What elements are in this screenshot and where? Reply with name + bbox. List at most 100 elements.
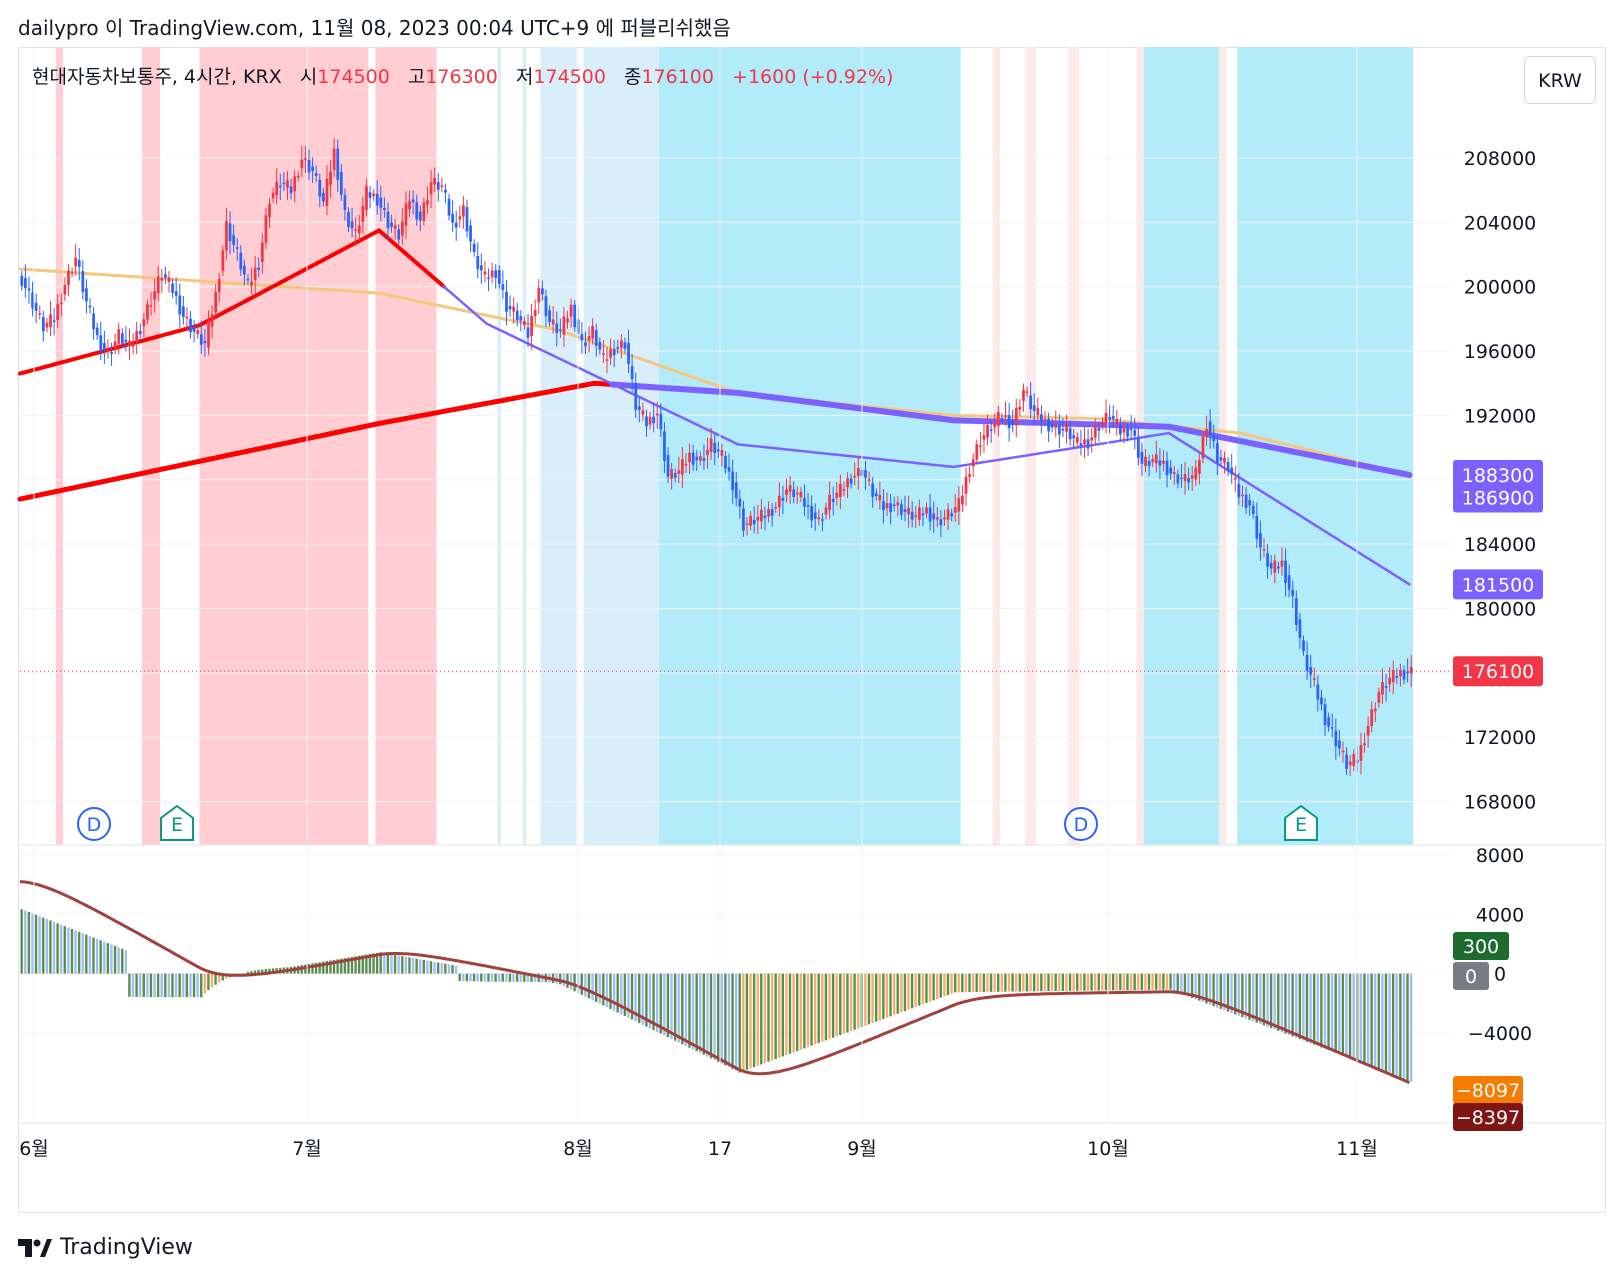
candle-body[interactable] xyxy=(874,493,878,497)
candle-body[interactable] xyxy=(907,507,910,515)
candle-body[interactable] xyxy=(706,449,709,456)
candle-body[interactable] xyxy=(483,271,487,275)
candle-body[interactable] xyxy=(462,205,465,217)
candle-body[interactable] xyxy=(1255,516,1259,539)
candle-body[interactable] xyxy=(178,295,182,315)
candle-body[interactable] xyxy=(336,148,340,180)
candle-body[interactable] xyxy=(135,331,139,343)
candle-body[interactable] xyxy=(1341,750,1345,753)
candle-body[interactable] xyxy=(1101,421,1104,426)
candle-body[interactable] xyxy=(422,202,426,221)
candle-body[interactable] xyxy=(634,383,638,411)
candle-body[interactable] xyxy=(953,507,957,513)
candle-body[interactable] xyxy=(795,492,799,495)
candle-body[interactable] xyxy=(616,347,620,349)
candle-body[interactable] xyxy=(1345,754,1348,769)
candle-body[interactable] xyxy=(1075,437,1079,443)
candle-body[interactable] xyxy=(311,166,314,171)
candle-body[interactable] xyxy=(1050,423,1054,428)
candle-body[interactable] xyxy=(92,313,95,330)
candle-body[interactable] xyxy=(1172,472,1176,475)
candle-body[interactable] xyxy=(971,459,975,467)
candle-body[interactable] xyxy=(810,505,814,521)
candle-body[interactable] xyxy=(1402,669,1406,680)
candle-body[interactable] xyxy=(882,501,885,511)
candle-body[interactable] xyxy=(1248,500,1252,506)
candle-body[interactable] xyxy=(594,330,598,346)
candle-body[interactable] xyxy=(1126,427,1129,437)
candle-body[interactable] xyxy=(856,467,860,477)
candle-body[interactable] xyxy=(1205,429,1208,437)
candle-body[interactable] xyxy=(164,274,167,278)
candle-body[interactable] xyxy=(1025,391,1029,393)
candle-body[interactable] xyxy=(221,250,225,272)
candle-body[interactable] xyxy=(1129,428,1133,431)
candle-body[interactable] xyxy=(788,485,792,492)
candle-body[interactable] xyxy=(871,483,875,498)
candle-body[interactable] xyxy=(1323,704,1327,726)
candle-body[interactable] xyxy=(1395,675,1399,678)
candle-body[interactable] xyxy=(85,288,88,302)
candle-body[interactable] xyxy=(1122,427,1126,433)
candle-body[interactable] xyxy=(537,288,541,303)
candle-body[interactable] xyxy=(1280,560,1284,567)
candle-body[interactable] xyxy=(932,513,936,520)
candle-body[interactable] xyxy=(1212,435,1216,442)
candle-body[interactable] xyxy=(1352,754,1356,766)
earnings-marker[interactable] xyxy=(160,804,194,841)
candle-body[interactable] xyxy=(390,222,393,227)
dividend-marker[interactable] xyxy=(77,807,111,841)
tradingview-logo[interactable]: TradingView xyxy=(18,1235,193,1260)
candle-body[interactable] xyxy=(185,316,189,319)
candle-body[interactable] xyxy=(1330,727,1334,729)
candle-body[interactable] xyxy=(52,320,56,322)
candle-body[interactable] xyxy=(429,182,433,195)
candle-body[interactable] xyxy=(418,211,422,221)
candle-body[interactable] xyxy=(426,200,429,205)
candle-body[interactable] xyxy=(1040,414,1043,422)
candle-body[interactable] xyxy=(458,216,462,220)
candle-body[interactable] xyxy=(842,489,846,491)
candle-body[interactable] xyxy=(1384,686,1388,688)
candle-body[interactable] xyxy=(49,314,52,328)
candle-body[interactable] xyxy=(777,495,781,508)
candle-body[interactable] xyxy=(914,515,918,517)
candle-body[interactable] xyxy=(243,265,246,275)
candle-body[interactable] xyxy=(38,313,42,315)
candle-body[interactable] xyxy=(659,413,663,430)
candle-body[interactable] xyxy=(619,340,623,348)
candle-body[interactable] xyxy=(275,181,279,196)
candle-body[interactable] xyxy=(300,159,304,169)
candle-body[interactable] xyxy=(745,523,749,525)
candle-body[interactable] xyxy=(986,425,989,438)
candle-body[interactable] xyxy=(451,213,454,223)
candle-body[interactable] xyxy=(637,406,641,411)
candle-body[interactable] xyxy=(260,242,264,263)
candle-body[interactable] xyxy=(677,470,681,474)
candle-body[interactable] xyxy=(957,498,961,512)
candle-body[interactable] xyxy=(1176,474,1180,484)
candle-body[interactable] xyxy=(541,288,544,295)
candle-body[interactable] xyxy=(964,476,968,494)
candle-body[interactable] xyxy=(533,310,537,317)
candle-body[interactable] xyxy=(325,178,329,206)
candle-body[interactable] xyxy=(131,343,135,347)
candle-body[interactable] xyxy=(271,192,275,199)
candle-body[interactable] xyxy=(196,330,200,335)
candle-body[interactable] xyxy=(1223,457,1226,463)
candle-body[interactable] xyxy=(415,202,419,220)
candle-body[interactable] xyxy=(1007,415,1011,429)
candle-body[interactable] xyxy=(1086,439,1090,449)
candle-body[interactable] xyxy=(88,305,92,308)
candle-body[interactable] xyxy=(939,519,943,526)
candle-body[interactable] xyxy=(146,304,149,320)
candle-body[interactable] xyxy=(1406,671,1409,674)
candle-body[interactable] xyxy=(1169,467,1173,474)
candle-body[interactable] xyxy=(792,489,796,498)
candle-body[interactable] xyxy=(1190,475,1194,479)
candle-body[interactable] xyxy=(1359,745,1363,761)
candle-body[interactable] xyxy=(1194,467,1198,480)
candle-body[interactable] xyxy=(1000,418,1004,420)
candle-body[interactable] xyxy=(1079,443,1083,447)
